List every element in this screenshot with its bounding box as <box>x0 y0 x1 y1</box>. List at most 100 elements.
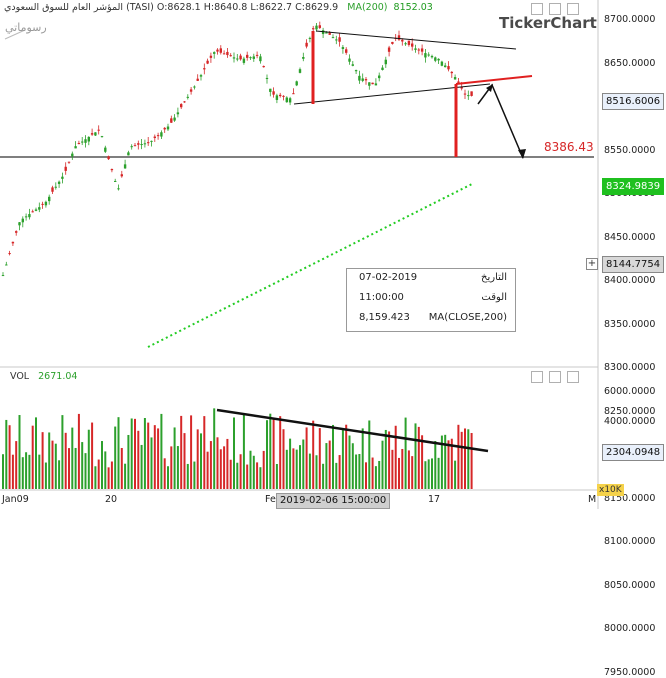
tooltip-ma-value: 8,159.423 <box>359 312 410 323</box>
target-price-label: 8386.43 <box>544 140 594 154</box>
candle-body <box>401 39 404 42</box>
candle-body <box>143 143 147 145</box>
minimize-panel-icon[interactable] <box>531 3 543 15</box>
candle-body <box>21 218 24 223</box>
candle-body <box>312 28 315 30</box>
maximize-volume-icon[interactable] <box>549 371 561 383</box>
minimize-volume-icon[interactable] <box>531 371 543 383</box>
candle-body <box>97 129 100 131</box>
volume-bar <box>269 413 272 489</box>
candle-body <box>288 98 292 103</box>
chart-canvas[interactable] <box>0 0 666 509</box>
candle-body <box>391 41 394 44</box>
volume-tick: 4000.0000 <box>604 416 656 427</box>
volume-bar <box>414 423 417 489</box>
volume-bar <box>196 429 199 489</box>
candle-body <box>269 88 272 92</box>
candle-body <box>163 127 166 130</box>
volume-bar <box>401 448 404 489</box>
volume-bar <box>124 463 127 489</box>
candle-body <box>259 56 262 62</box>
candle-body <box>28 214 31 218</box>
candle-body <box>348 58 351 62</box>
volume-bar <box>275 464 278 489</box>
volume-bar <box>170 446 173 489</box>
candle-body <box>255 54 259 56</box>
x-tick: 20 <box>105 494 118 505</box>
candle-body <box>308 37 312 39</box>
x-tick: M <box>588 494 597 505</box>
volume-bar <box>279 416 282 489</box>
volume-bar <box>361 428 364 489</box>
volume-bar <box>193 461 196 489</box>
maximize-panel-icon[interactable] <box>549 3 561 15</box>
close-price: C:8629.9 <box>295 2 339 13</box>
candle-body <box>94 132 97 136</box>
close-panel-icon[interactable] <box>567 3 579 15</box>
volume-unit-badge: x10K <box>597 484 624 496</box>
projection-arrow <box>477 83 524 159</box>
candle-body <box>64 166 67 171</box>
candle-body <box>74 146 77 149</box>
volume-bar <box>295 449 298 489</box>
candle-body <box>180 104 183 108</box>
volume-bar <box>374 466 377 489</box>
add-crosshair-icon[interactable]: + <box>586 258 598 270</box>
volume-bar <box>249 450 252 489</box>
volume-bar <box>140 444 143 489</box>
volume-bar <box>35 417 37 489</box>
price-tick: 8700.0000 <box>604 14 656 25</box>
candle-body <box>407 40 411 45</box>
volume-bar <box>398 457 400 489</box>
tooltip-ma-label: MA(CLOSE,200) <box>428 312 507 323</box>
volume-bar <box>110 461 113 489</box>
candle-body <box>51 187 54 192</box>
watermark-rsomati: رسوماتي <box>5 21 47 34</box>
candle-body <box>216 49 219 52</box>
candle-body <box>5 264 8 266</box>
volume-bar <box>358 454 361 489</box>
volume-bar <box>160 413 163 489</box>
volume-bar <box>5 419 8 489</box>
volume-bar <box>371 457 374 489</box>
symbol-name: المؤشر العام للسوق السعودي (TASI) <box>4 2 154 13</box>
price-tick: 8000.0000 <box>604 623 656 634</box>
volume-bar <box>15 441 18 489</box>
candle-body <box>358 75 361 81</box>
volume-bar <box>292 448 295 489</box>
volume-bar <box>259 467 262 489</box>
candle-body <box>114 180 117 182</box>
candle-body <box>44 201 48 206</box>
price-tick: 8550.0000 <box>604 144 656 156</box>
candle-body <box>8 253 11 255</box>
volume-bar <box>134 418 136 489</box>
volume-bar <box>365 462 367 489</box>
volume-bar <box>394 425 397 489</box>
volume-bar <box>157 428 160 489</box>
candle-body <box>318 25 321 28</box>
candle-body <box>123 164 127 169</box>
price-tick: 8050.0000 <box>604 579 656 591</box>
candle-body <box>265 77 269 79</box>
volume-bar <box>431 458 433 489</box>
candle-body <box>374 83 378 86</box>
close-volume-icon[interactable] <box>567 371 579 383</box>
candle-body <box>110 169 114 171</box>
arrow-head-down <box>518 149 526 159</box>
volume-bar <box>216 437 219 489</box>
ma200-line <box>147 183 473 348</box>
candle-body <box>67 161 71 163</box>
candle-body <box>341 47 345 49</box>
candle-body <box>226 51 229 56</box>
volume-bar <box>332 424 334 489</box>
candle-body <box>71 153 74 157</box>
volume-bar <box>229 459 232 489</box>
volume-bar <box>71 427 74 489</box>
volume-bar <box>51 440 54 489</box>
volume-bar <box>127 434 130 489</box>
candle-body <box>1 275 5 277</box>
volume-bar <box>437 457 440 489</box>
candle-body <box>24 216 28 218</box>
candle-body <box>130 146 133 148</box>
